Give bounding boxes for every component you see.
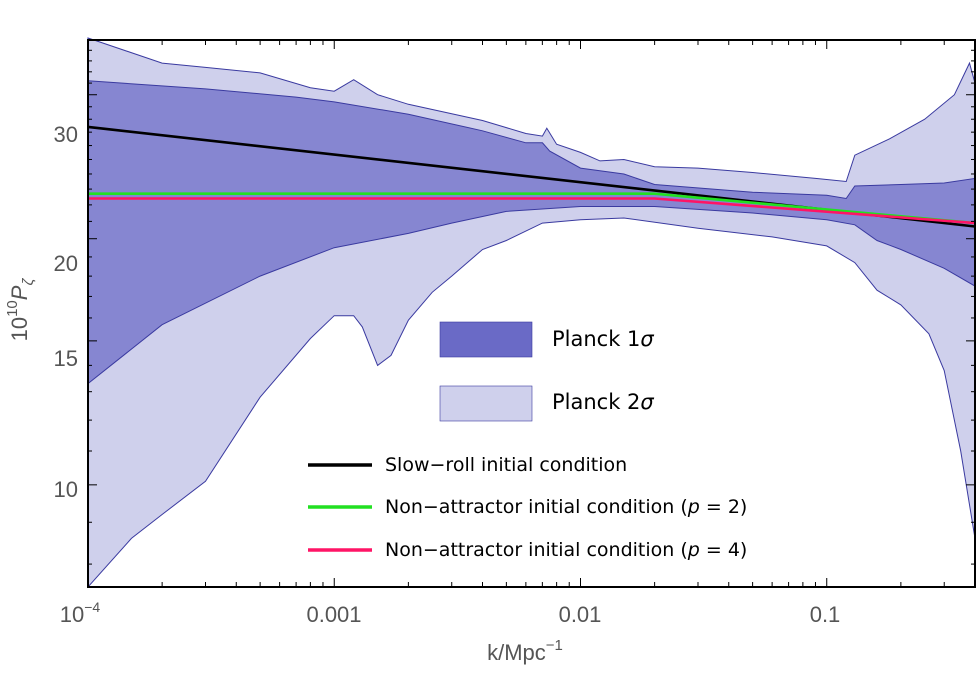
line-nonattractor-p4 [88, 197, 976, 225]
model-curves [87, 125, 976, 228]
legend-label-nonattractor-p4: Non−attractor initial condition (p = 4) [385, 539, 747, 561]
x-axis-label: k/Mpc−1 [487, 637, 563, 665]
axis-ticks [87, 39, 976, 587]
y-tick-label-30: 30 [54, 122, 78, 147]
confidence-bands [87, 37, 976, 589]
legend-label-nonattractor-p2: Non−attractor initial condition (p = 2) [385, 496, 747, 518]
x-tick-label-0.1: 0.1 [810, 602, 841, 627]
y-axis-label: 1010Pζ [4, 278, 37, 342]
legend-swatch-planck-2sigma [439, 385, 533, 422]
x-tick-label-1e-4: 10−4 [60, 599, 101, 627]
x-tick-label-0.01: 0.01 [559, 602, 602, 627]
y-tick-label-15: 15 [54, 346, 78, 371]
band-planck-1sigma [87, 80, 976, 385]
legend-label-slow-roll: Slow−roll initial condition [385, 454, 627, 476]
line-nonattractor-p2 [88, 192, 976, 225]
legend-swatch-planck-1sigma [439, 321, 533, 358]
legend-label-planck-1sigma: Planck 1σ [552, 327, 654, 351]
x-tick-label-0.001: 0.001 [306, 602, 361, 627]
legend: Planck 1σ Planck 2σ Slow−roll initial co… [308, 321, 747, 561]
y-tick-label-20: 20 [54, 251, 78, 276]
legend-label-planck-2sigma: Planck 2σ [552, 390, 654, 414]
plot-frame [87, 39, 976, 588]
y-tick-label-10: 10 [54, 477, 78, 502]
